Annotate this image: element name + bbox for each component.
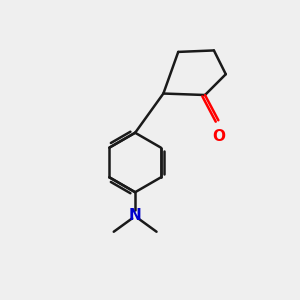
Text: N: N <box>129 208 142 223</box>
Text: O: O <box>212 129 225 144</box>
